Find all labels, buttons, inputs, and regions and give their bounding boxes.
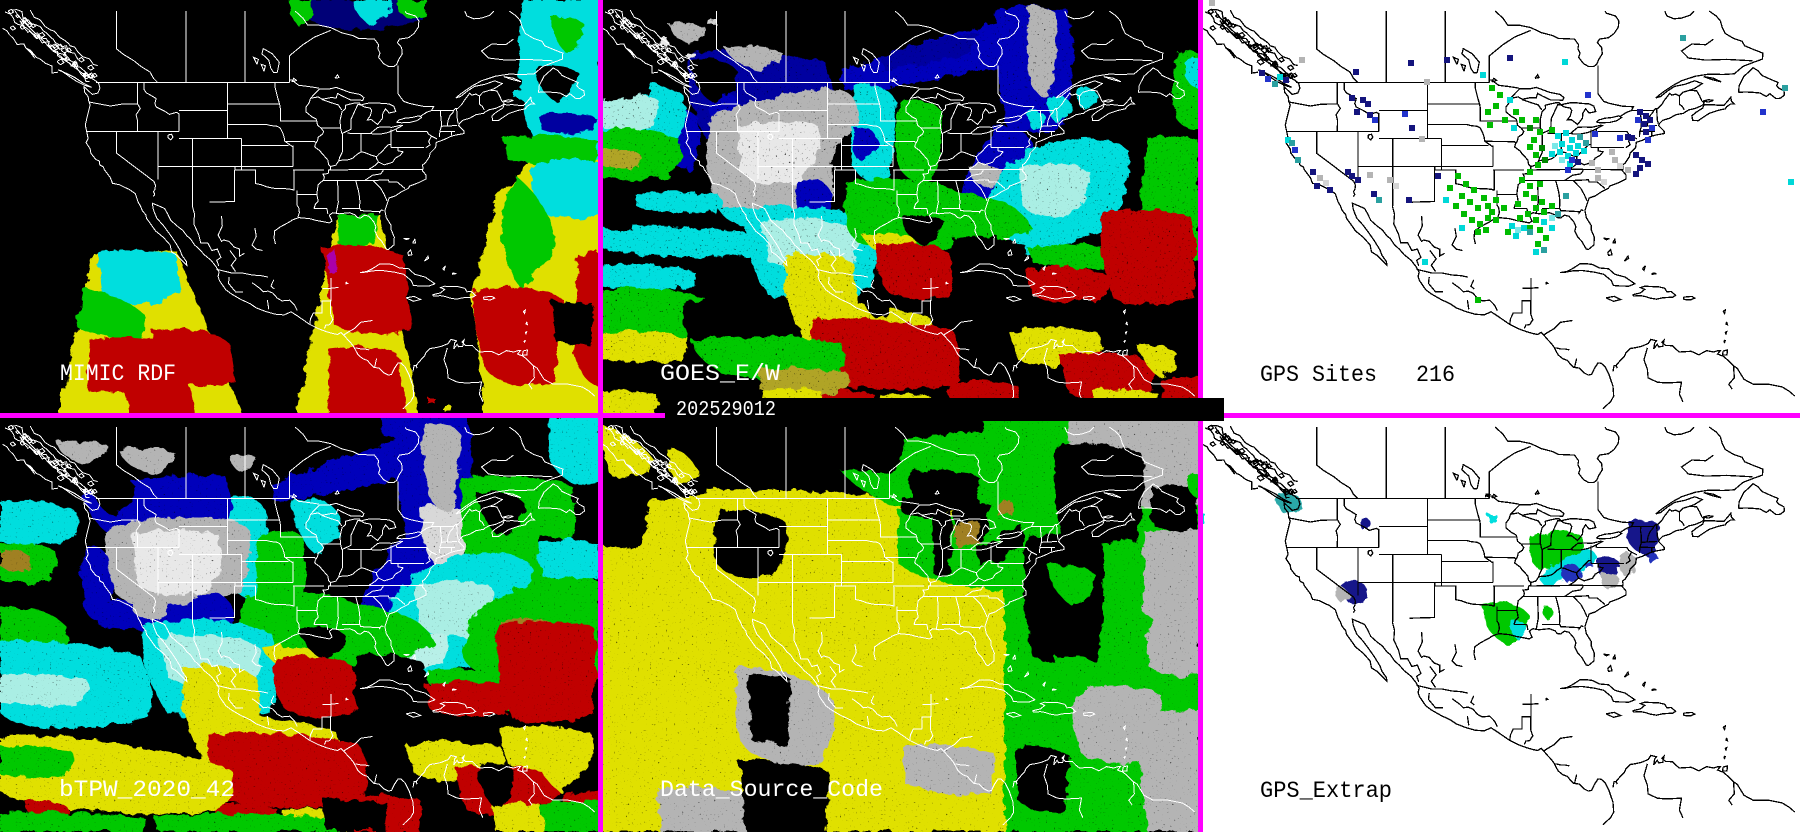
svg-text:GOES_E/W: GOES_E/W [660,361,780,387]
svg-text:MIMIC RDF: MIMIC RDF [60,361,176,387]
svg-text:bTPW_2020_42: bTPW_2020_42 [59,777,235,803]
svg-text:GPS Sites 216: GPS Sites 216 [1260,362,1455,388]
svg-text:GPS_Extrap: GPS_Extrap [1260,778,1392,804]
svg-text:Data_Source_Code: Data_Source_Code [660,777,883,803]
svg-text:202529012: 202529012 [676,399,776,422]
